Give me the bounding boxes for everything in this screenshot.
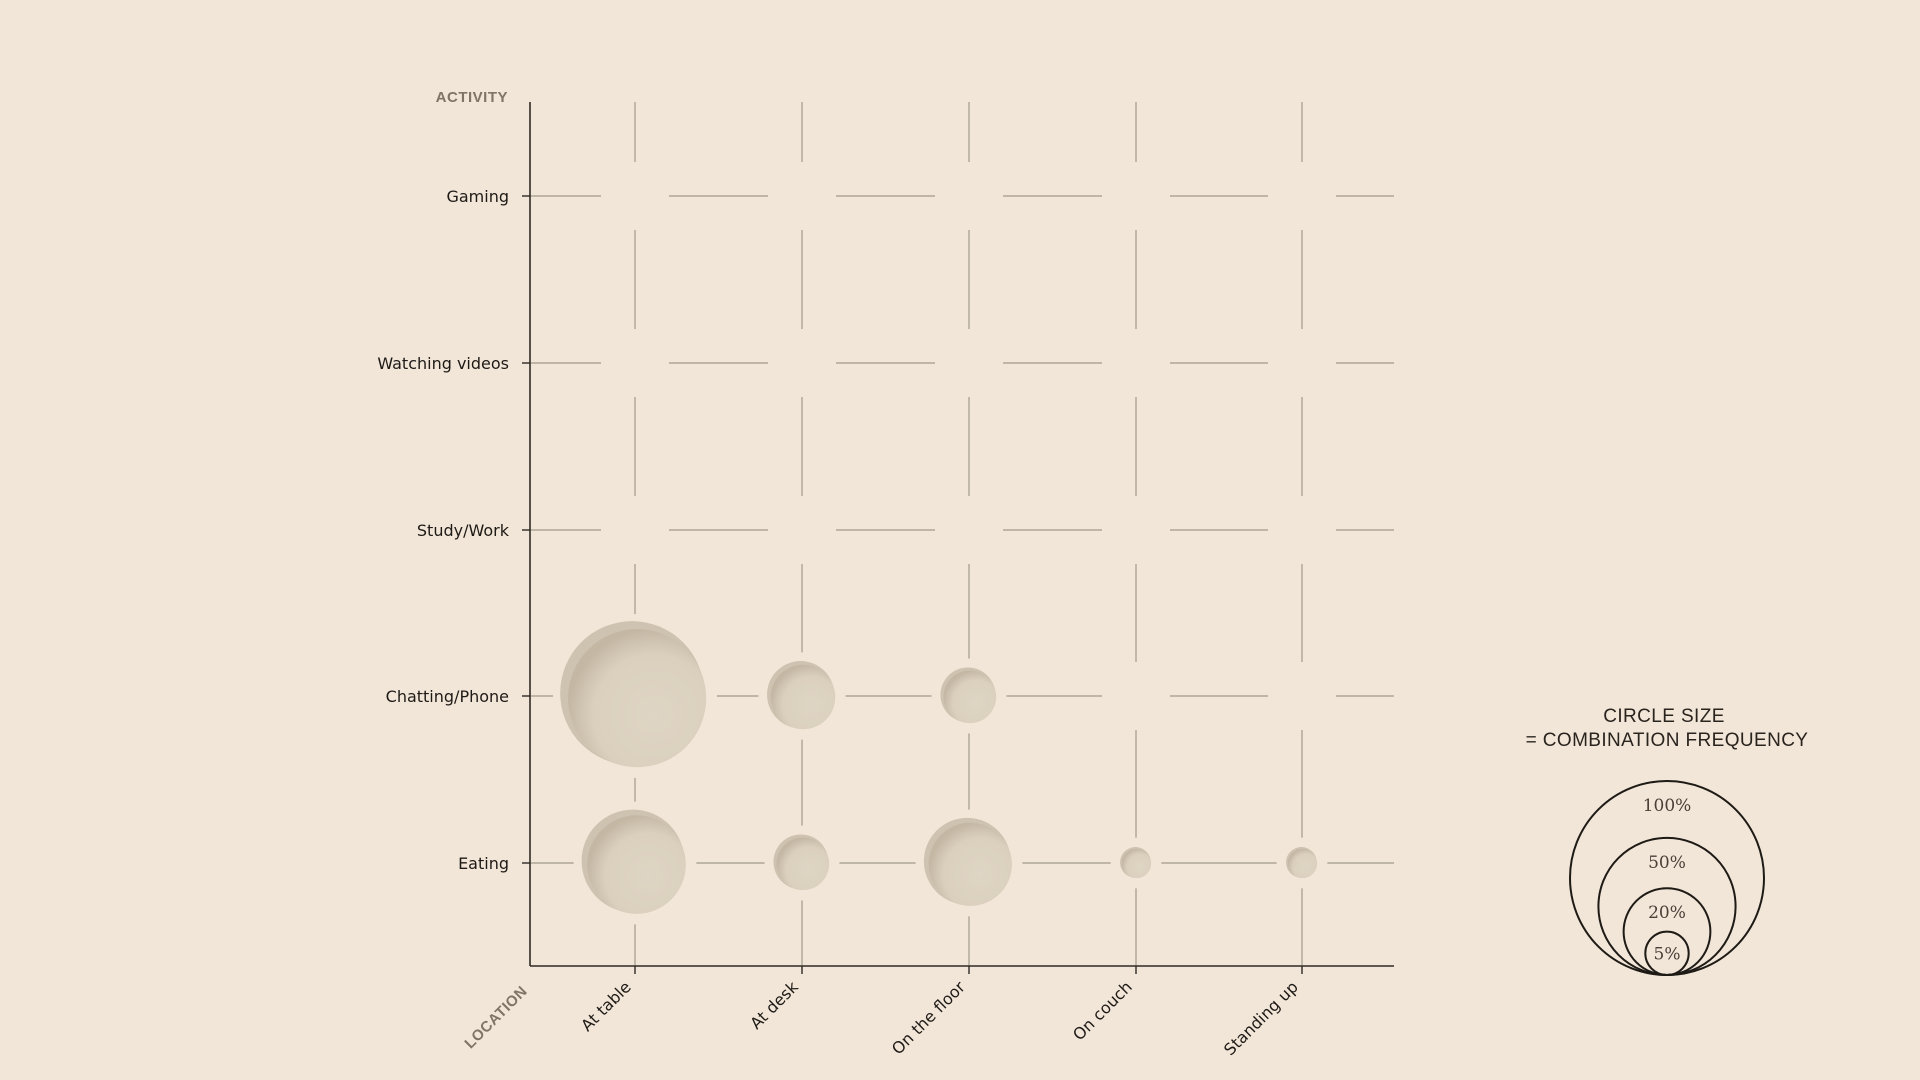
y-tick-label-chatting-phone: Chatting/Phone xyxy=(386,687,509,706)
bubble-at-desk-eating xyxy=(773,834,830,891)
bubble-fill xyxy=(928,822,1012,906)
bubble-on-the-floor-eating xyxy=(923,817,1012,906)
bubble-fill xyxy=(1121,848,1152,879)
x-tick-label-at-table: At table xyxy=(577,977,635,1035)
label-layer: Gaming Watching videos Study/Work Chatting/… xyxy=(377,187,1303,1059)
legend-label-100pct: 100% xyxy=(1643,796,1692,816)
legend-title-line1: CIRCLE SIZE xyxy=(1603,706,1725,727)
legend-title-line2: = COMBINATION FREQUENCY xyxy=(1526,730,1809,751)
legend-circle-5pct xyxy=(1644,930,1690,976)
x-tick-label-on-the-floor: On the floor xyxy=(888,977,969,1058)
bubble-standing-up-eating xyxy=(1286,847,1318,879)
bubble-fill xyxy=(568,629,707,768)
bubble-on-the-floor-chatting-phone xyxy=(940,667,997,724)
x-axis-title: LOCATION xyxy=(461,983,530,1052)
y-tick-label-study-work: Study/Work xyxy=(417,521,510,540)
bubble-at-table-chatting-phone xyxy=(560,621,707,768)
bubble-fill xyxy=(776,837,830,891)
y-tick-label-watching-videos: Watching videos xyxy=(377,354,509,373)
bubble-fill xyxy=(770,664,836,730)
legend-label-5pct: 5% xyxy=(1654,944,1681,964)
bubble-layer xyxy=(560,621,1318,914)
x-tick-label-on-couch: On couch xyxy=(1069,977,1136,1044)
x-tick-label-standing-up: Standing up xyxy=(1220,977,1302,1059)
legend-label-20pct: 20% xyxy=(1648,903,1686,923)
bubble-fill xyxy=(1287,848,1318,879)
y-tick-label-gaming: Gaming xyxy=(446,187,509,206)
legend: CIRCLE SIZE = COMBINATION FREQUENCY 100%… xyxy=(1526,706,1809,977)
bubble-fill xyxy=(587,815,686,914)
axis-layer: ACTIVITY LOCATION xyxy=(436,89,1394,1052)
legend-label-50pct: 50% xyxy=(1648,853,1686,873)
bubble-at-desk-chatting-phone xyxy=(767,661,836,730)
bubble-at-table-eating xyxy=(581,809,686,914)
bubble-on-couch-eating xyxy=(1120,847,1152,879)
y-axis-title: ACTIVITY xyxy=(436,89,508,106)
grid-layer xyxy=(530,102,1394,966)
y-tick-label-eating: Eating xyxy=(458,854,509,873)
x-tick-label-at-desk: At desk xyxy=(746,977,802,1033)
bubble-fill xyxy=(943,670,997,724)
